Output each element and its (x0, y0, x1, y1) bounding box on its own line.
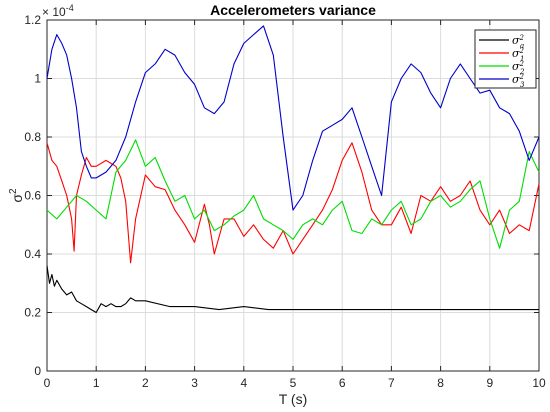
x-axis-label: T (s) (279, 391, 308, 407)
series-line-1 (46, 142, 540, 264)
y-axis-exponent: × 10-4 (42, 3, 74, 19)
x-tick-label: 7 (388, 376, 395, 390)
y-tick-label: 0 (34, 364, 41, 378)
y-tick-label: 0.2 (24, 306, 41, 320)
legend-label-2: σ2 2 (512, 60, 525, 76)
y-axis-label-superscript: 2 (8, 188, 19, 194)
chart-title: Accelerometers variance (210, 2, 376, 18)
y-tick-label: 1 (34, 72, 41, 86)
series-line-2 (46, 139, 540, 249)
x-tick-label: 9 (486, 376, 493, 390)
legend-label-3: σ2 3 (512, 73, 525, 89)
series-layer (46, 25, 540, 314)
y-exponent-base: × 10 (42, 5, 66, 19)
legend-label-0: σ2 a (512, 34, 525, 50)
y-tick-label: 0.4 (24, 247, 41, 261)
x-tick-label: 6 (339, 376, 346, 390)
x-tick-label: 3 (191, 376, 198, 390)
x-tick-label: 1 (93, 376, 100, 390)
x-tick-label: 0 (44, 376, 51, 390)
svg-text:σ2: σ2 (8, 188, 25, 203)
x-tick-label: 5 (290, 376, 297, 390)
y-exponent-power: -4 (66, 3, 74, 13)
series-line-3 (46, 25, 540, 211)
y-tick-label: 0.6 (24, 189, 41, 203)
y-tick-label: 1.2 (24, 13, 41, 27)
legend-label-1: σ2 1 (512, 47, 525, 63)
x-tick-label: 2 (142, 376, 149, 390)
y-axis-label-symbol: σ (9, 194, 25, 203)
y-tick-label: 0.8 (24, 130, 41, 144)
axis-ticks: 0 1 2 3 4 5 6 7 8 9 10 0 0.2 0.4 0.6 0.8 1 1.2 (24, 13, 546, 390)
x-tick-label: 10 (532, 376, 546, 390)
legend: σ2 aσ2 1σ2 2σ2 3 (474, 29, 537, 89)
y-axis-label: σ2 (8, 188, 25, 203)
series-line-0 (46, 265, 539, 314)
x-tick-label: 8 (437, 376, 444, 390)
x-tick-label: 4 (240, 376, 247, 390)
